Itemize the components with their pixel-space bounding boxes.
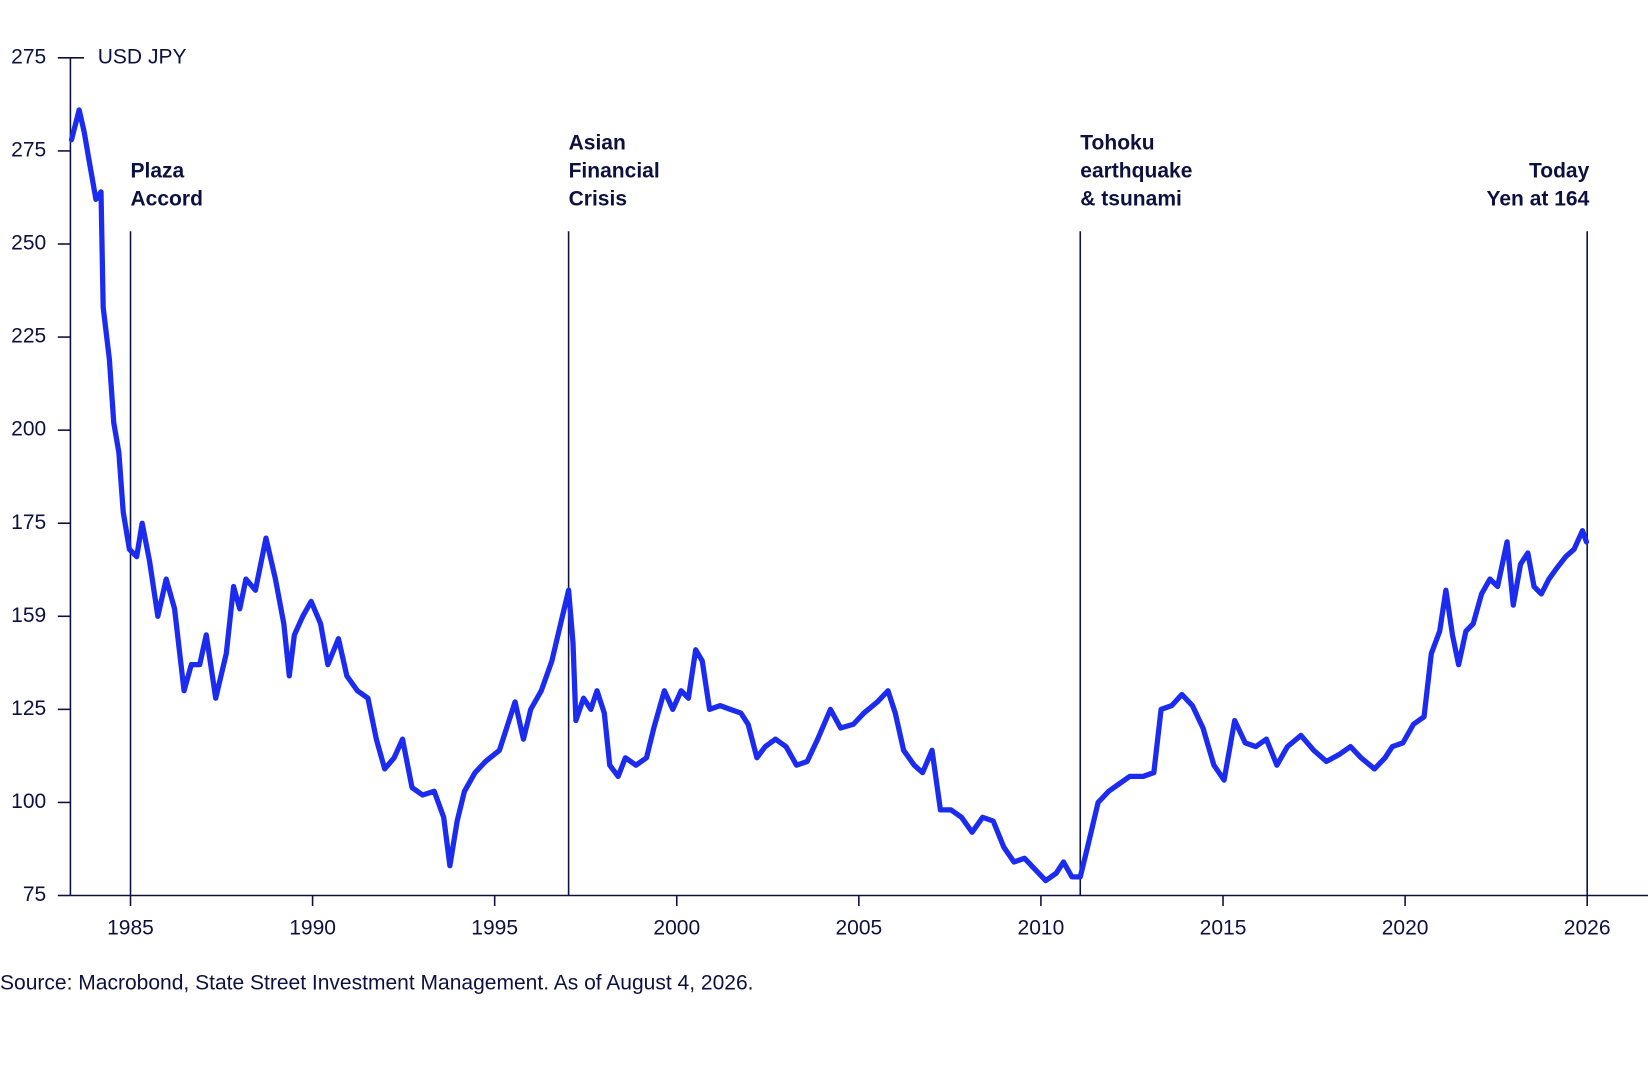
x-tick-label: 2005 [835, 917, 882, 940]
y-tick-label: 175 [11, 511, 46, 534]
x-tick-label: 2015 [1200, 917, 1247, 940]
x-tick-label: 2010 [1018, 917, 1065, 940]
event-label: Financial [569, 159, 660, 182]
y-tick-label: 100 [11, 790, 46, 813]
y-tick-label: 159 [11, 604, 46, 627]
y-tick-label: 75 [23, 883, 46, 906]
x-tick-label: 2020 [1382, 917, 1429, 940]
y-tick-label: 225 [11, 325, 46, 348]
x-tick-label: 2000 [653, 917, 700, 940]
x-tick-label: 1985 [107, 917, 154, 940]
y-tick-label: 125 [11, 697, 46, 720]
y-tick-label: 275 [11, 45, 46, 68]
y-tick-label: 200 [11, 418, 46, 441]
event-label: Today [1529, 159, 1590, 182]
x-tick-label: 2026 [1564, 917, 1611, 940]
event-label: & tsunami [1080, 187, 1182, 210]
event-label: earthquake [1080, 159, 1192, 182]
x-tick-label: 1995 [471, 917, 518, 940]
event-label: Yen at 164 [1486, 187, 1589, 210]
event-label: Accord [131, 187, 203, 210]
event-label: Plaza [131, 159, 185, 182]
source-note: Source: Macrobond, State Street Investme… [0, 971, 754, 994]
y-axis-label: USD JPY [98, 45, 187, 68]
x-tick-label: 1990 [289, 917, 336, 940]
y-tick-label: 250 [11, 232, 46, 255]
event-label: Asian [569, 132, 626, 155]
event-label: Crisis [569, 187, 627, 210]
y-tick-label: 275 [11, 138, 46, 161]
event-label: Tohoku [1080, 132, 1154, 155]
price-line [68, 107, 1590, 884]
